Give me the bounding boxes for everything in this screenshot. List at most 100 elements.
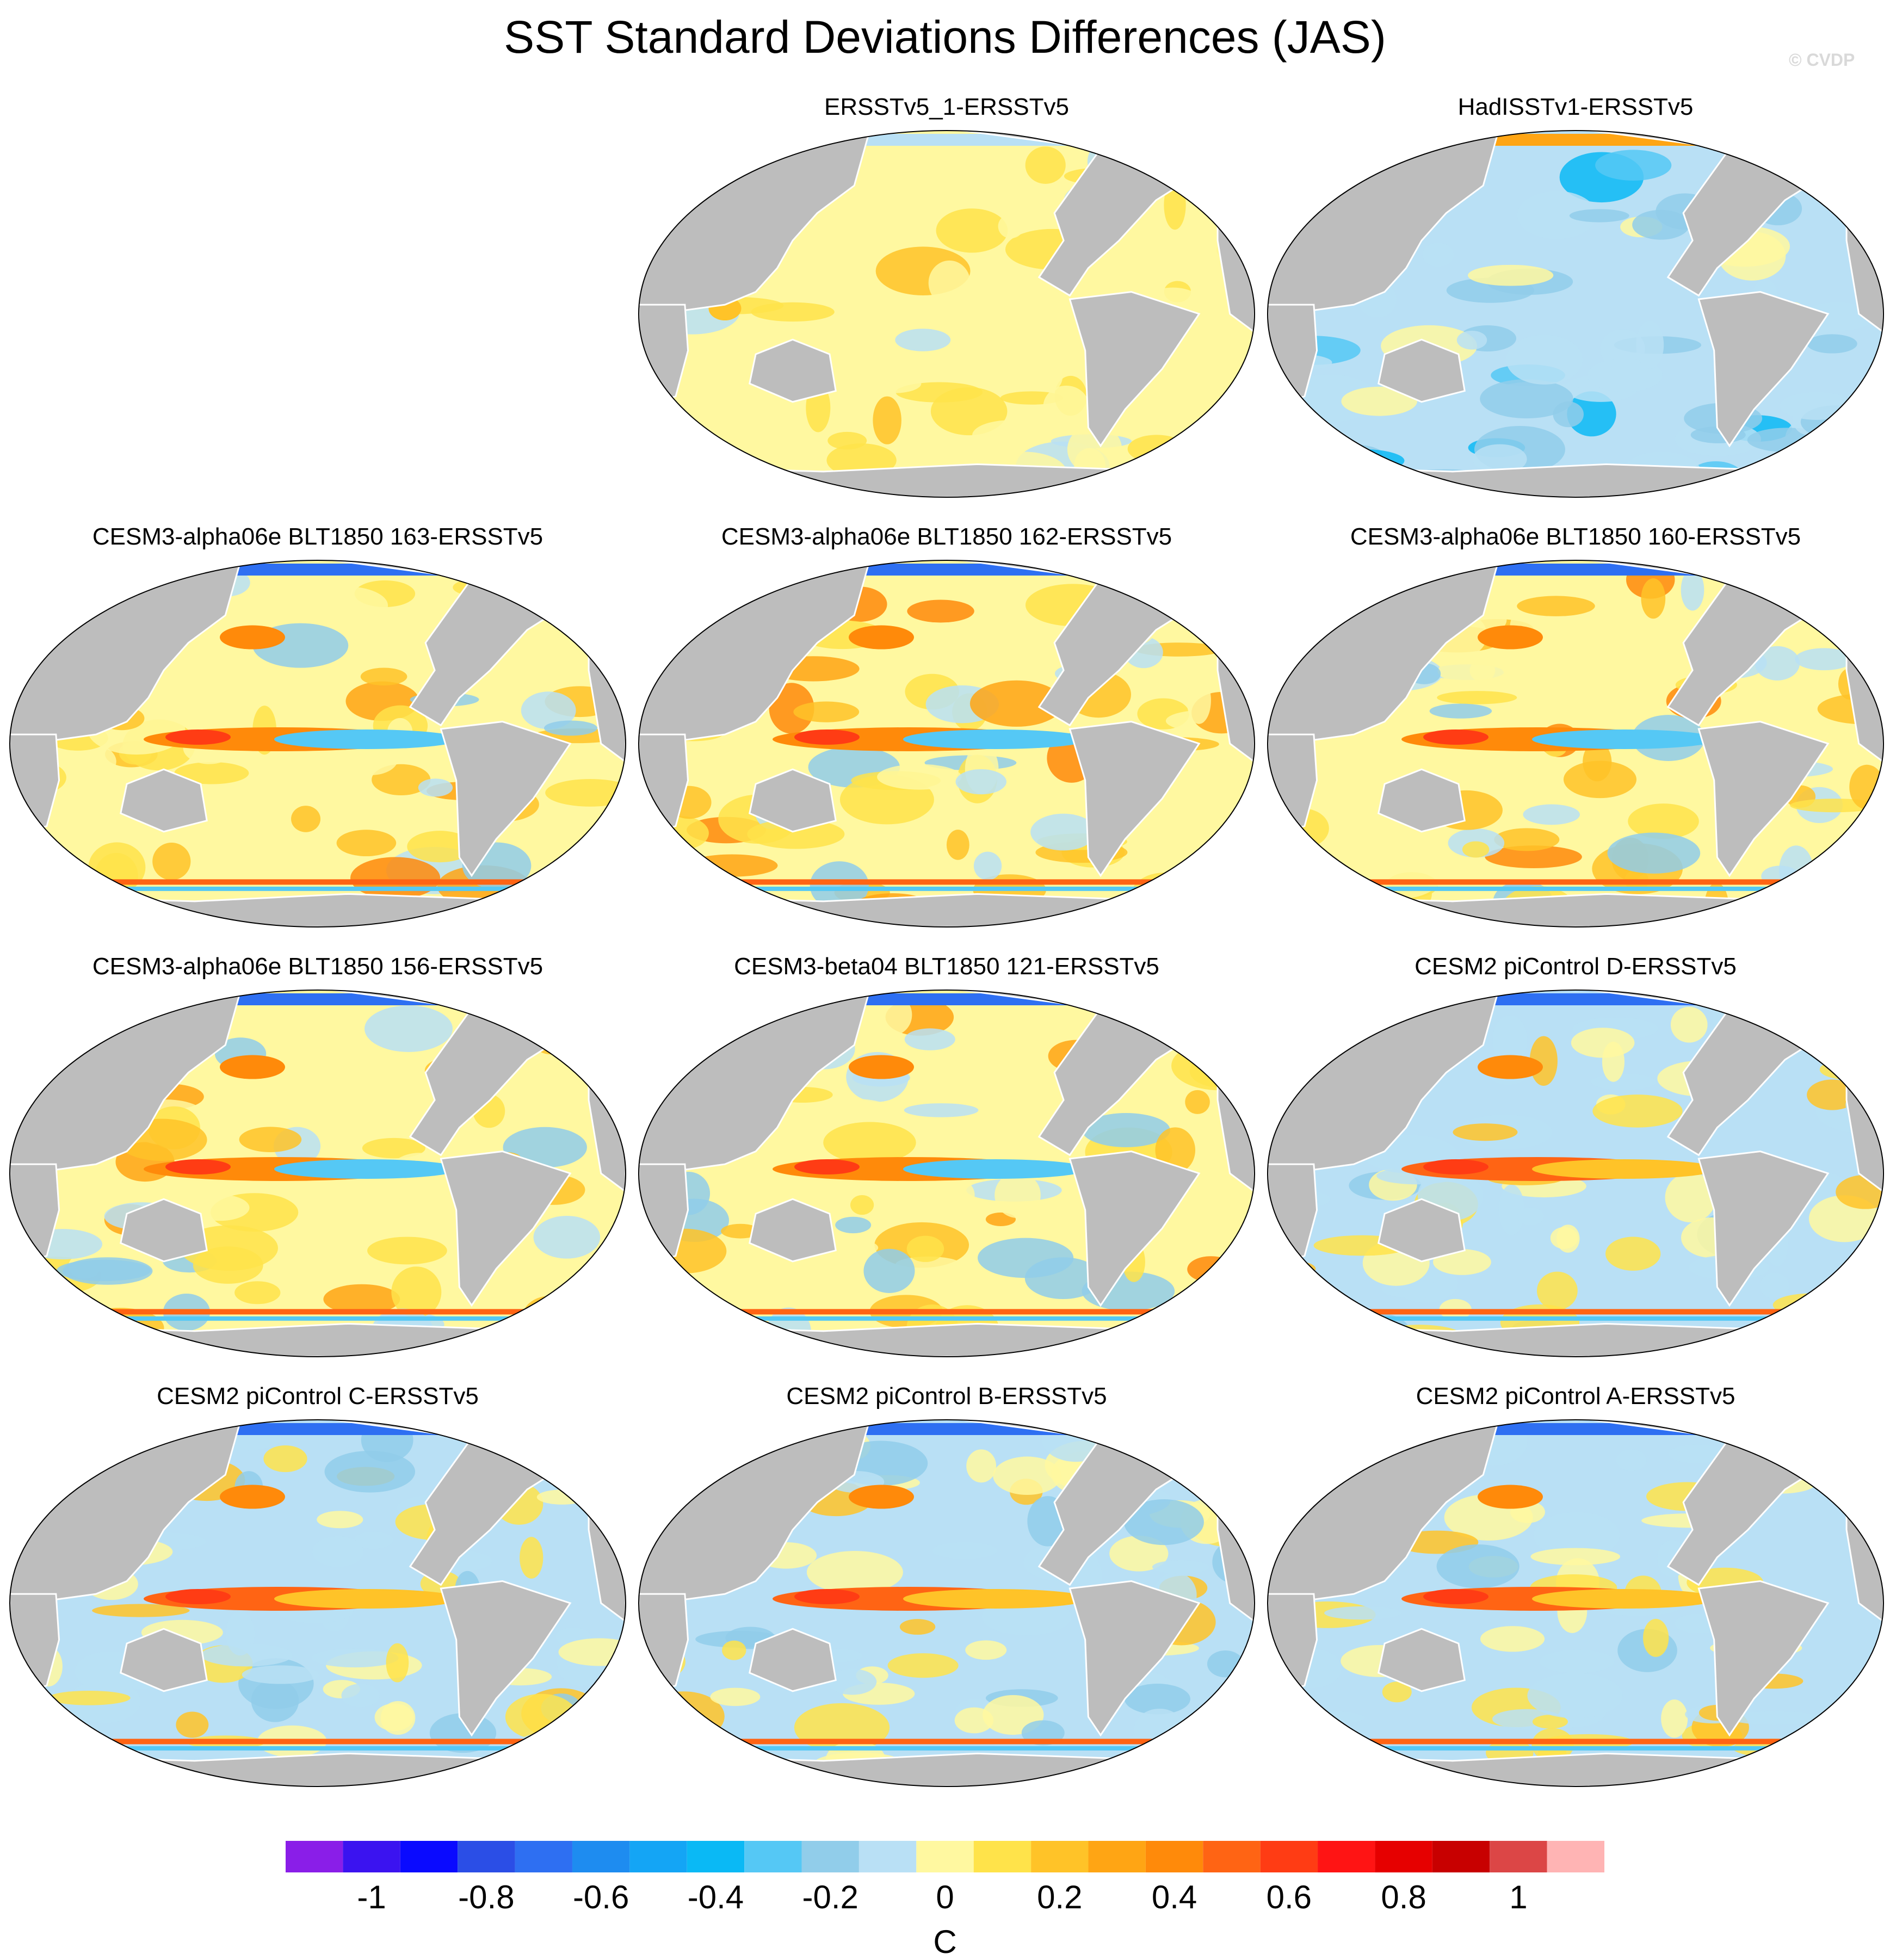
- colorbar-swatch: [515, 1841, 572, 1872]
- colorbar-swatch: [286, 1841, 343, 1872]
- map-panel: CESM3-alpha06e BLT1850 156-ERSSTv5: [8, 952, 628, 1371]
- map-panel: CESM3-alpha06e BLT1850 163-ERSSTv5: [8, 522, 628, 941]
- sst-field: [639, 1420, 1255, 1786]
- colorbar-swatch: [458, 1841, 515, 1872]
- land-antarctica: [1268, 463, 1883, 497]
- land-antarctica: [639, 893, 1255, 927]
- colorbar-swatch: [1088, 1841, 1146, 1872]
- colorbar-swatch: [1031, 1841, 1089, 1872]
- sst-field: [639, 131, 1255, 497]
- colorbar-tick-label: 0.6: [1267, 1879, 1312, 1915]
- sst-difference-map: [638, 990, 1255, 1357]
- colorbar-swatch: [973, 1841, 1032, 1872]
- colorbar-unit-label: C: [933, 1924, 957, 1960]
- colorbar-swatch: [1203, 1841, 1261, 1872]
- land-antarctica: [10, 893, 626, 927]
- map-border: [1267, 1419, 1884, 1787]
- land-antarctica: [639, 1322, 1255, 1357]
- land-australia: [1378, 1628, 1466, 1692]
- land-australia: [1378, 338, 1466, 403]
- land-samerica: [1697, 721, 1830, 877]
- land-antarctica: [10, 1752, 626, 1786]
- colorbar-swatch: [687, 1841, 745, 1872]
- land-samerica: [1068, 1580, 1201, 1737]
- colorbar-tick-label: 1: [1509, 1879, 1527, 1915]
- map-panel: HadISSTv1-ERSSTv5: [1265, 92, 1886, 511]
- land-antarctica: [1268, 893, 1883, 927]
- map-border: [9, 990, 626, 1357]
- panel-title: CESM3-alpha06e BLT1850 156-ERSSTv5: [92, 953, 543, 980]
- land-australia: [749, 768, 837, 833]
- colorbar-swatch: [1318, 1841, 1375, 1872]
- colorbar-swatch: [801, 1841, 859, 1872]
- colorbar-swatch: [629, 1841, 687, 1872]
- map-panel: CESM2 piControl B-ERSSTv5: [637, 1382, 1257, 1801]
- cvdp-watermark: © CVDP: [1789, 50, 1855, 70]
- panel-title: CESM2 piControl B-ERSSTv5: [786, 1383, 1107, 1409]
- colorbar-tick-label: 0: [936, 1879, 954, 1915]
- colorbar-swatch: [572, 1841, 630, 1872]
- land-australia: [749, 1198, 837, 1263]
- map-border: [1267, 560, 1884, 928]
- colorbar-swatch: [916, 1841, 974, 1872]
- map-panel: CESM3-beta04 BLT1850 121-ERSSTv5: [637, 952, 1257, 1371]
- land-australia: [749, 1628, 837, 1692]
- colorbar-swatch: [1145, 1841, 1203, 1872]
- colorbar-tick-label: -0.8: [458, 1879, 514, 1915]
- map-panel: CESM3-alpha06e BLT1850 160-ERSSTv5: [1265, 522, 1886, 941]
- colorbar-tick-label: -0.6: [573, 1879, 629, 1915]
- map-panel: CESM2 piControl D-ERSSTv5: [1265, 952, 1886, 1371]
- colorbar-swatch: [343, 1841, 400, 1872]
- panel-title: CESM2 piControl A-ERSSTv5: [1416, 1383, 1735, 1409]
- map-border: [638, 560, 1255, 928]
- sst-difference-map: [1267, 990, 1884, 1357]
- land-antarctica: [1268, 1322, 1883, 1357]
- land-australia: [120, 1198, 208, 1263]
- sst-difference-map: [9, 990, 626, 1357]
- colorbar-swatch: [1260, 1841, 1318, 1872]
- land-antarctica: [639, 463, 1255, 497]
- sst-difference-map: [638, 560, 1255, 928]
- sst-difference-map: [638, 1419, 1255, 1787]
- map-border: [1267, 990, 1884, 1357]
- land-samerica: [1068, 721, 1201, 877]
- panel-title: CESM2 piControl C-ERSSTv5: [157, 1383, 479, 1409]
- map-panel: CESM3-alpha06e BLT1850 162-ERSSTv5: [637, 522, 1257, 941]
- sst-difference-map: [9, 560, 626, 928]
- colorbar-swatch: [744, 1841, 802, 1872]
- figure-title: SST Standard Deviations Differences (JAS…: [504, 11, 1386, 63]
- land-australia: [120, 768, 208, 833]
- panel-title: CESM3-alpha06e BLT1850 160-ERSSTv5: [1350, 523, 1801, 550]
- panel-title: ERSSTv5_1-ERSSTv5: [824, 94, 1069, 120]
- colorbar-tick-label: -0.4: [688, 1879, 744, 1915]
- map-border: [1267, 130, 1884, 498]
- colorbar-swatch: [1547, 1841, 1604, 1872]
- colorbar-swatch: [400, 1841, 458, 1872]
- land-australia: [120, 1628, 208, 1692]
- panel-title: CESM3-alpha06e BLT1850 163-ERSSTv5: [92, 523, 543, 550]
- colorbar: -1 -0.8 -0.6 -0.4 -0.2 0 0.2 0.4 0.6 0.8 1: [286, 1841, 1604, 1915]
- map-border: [638, 130, 1255, 498]
- land-samerica: [1697, 291, 1830, 448]
- sst-field: [1268, 560, 1883, 927]
- sst-field: [10, 990, 626, 1357]
- land-samerica: [1068, 291, 1201, 448]
- colorbar-tick-label: 0.8: [1381, 1879, 1426, 1915]
- sst-field: [639, 560, 1255, 927]
- land-samerica: [1697, 1151, 1830, 1307]
- land-australia: [1378, 768, 1466, 833]
- map-panel: ERSSTv5_1-ERSSTv5: [637, 92, 1257, 511]
- sst-difference-map: [638, 130, 1255, 498]
- colorbar-tick-label: 0.4: [1152, 1879, 1197, 1915]
- land-antarctica: [1268, 1752, 1883, 1786]
- sst-field: [1268, 131, 1883, 497]
- colorbar-tick-label: -0.2: [802, 1879, 858, 1915]
- map-panel: CESM2 piControl A-ERSSTv5: [1265, 1382, 1886, 1801]
- land-samerica: [440, 1580, 572, 1737]
- panel-title: CESM3-beta04 BLT1850 121-ERSSTv5: [734, 953, 1159, 980]
- land-samerica: [1068, 1151, 1201, 1307]
- land-australia: [1378, 1198, 1466, 1263]
- land-samerica: [440, 721, 572, 877]
- colorbar-swatch: [858, 1841, 917, 1872]
- sst-field: [10, 560, 626, 927]
